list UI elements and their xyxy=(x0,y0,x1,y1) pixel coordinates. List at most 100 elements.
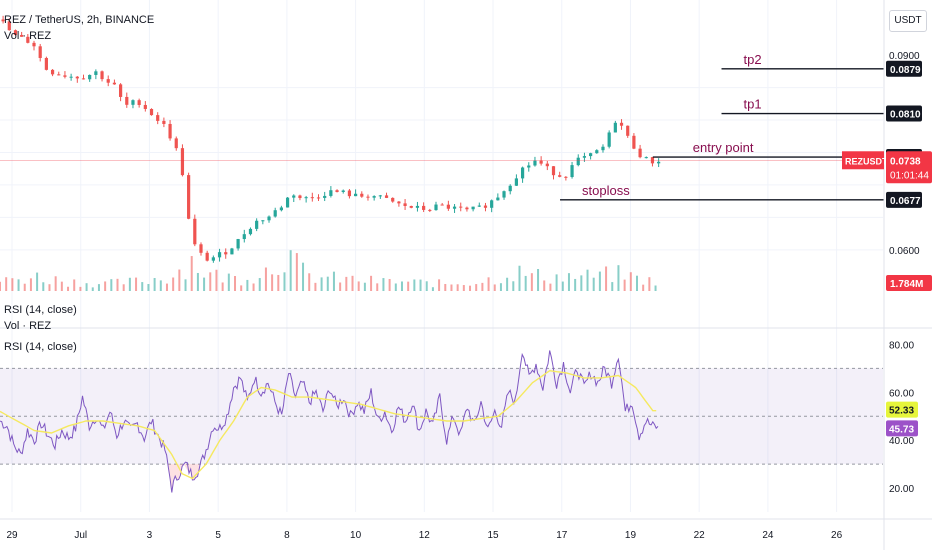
volume-bar xyxy=(654,285,657,291)
rsi-ma-value: 52.33 xyxy=(889,406,914,417)
candle-body xyxy=(422,205,426,210)
time-tick-label: 17 xyxy=(556,530,568,541)
candle-body xyxy=(125,96,129,105)
candle-body xyxy=(613,122,617,133)
volume-bar xyxy=(67,286,70,291)
volume-bar xyxy=(567,273,570,291)
volume-bar xyxy=(36,272,39,291)
currency-selector-button[interactable]: USDT xyxy=(889,10,927,32)
volume-bar xyxy=(48,284,51,291)
candle-body xyxy=(589,153,593,157)
candle-body xyxy=(211,257,215,261)
rsi-indicator-label[interactable]: RSI (14, close) xyxy=(4,304,77,316)
trade-levels: tp2 tp1 entry point stoploss xyxy=(0,52,884,201)
candle-body xyxy=(199,244,203,253)
volume-bar xyxy=(289,250,292,291)
symbol-price-tag xyxy=(842,151,884,170)
candle-body xyxy=(384,195,389,198)
volume-bar xyxy=(258,278,261,291)
volume-bar xyxy=(85,283,88,291)
candle-body xyxy=(292,195,296,198)
volume-bar xyxy=(116,278,119,291)
volume-bar xyxy=(543,280,546,291)
volume-bar xyxy=(623,279,626,291)
volume-bar xyxy=(481,282,484,291)
candle-body xyxy=(527,165,531,168)
volume-bar xyxy=(320,277,323,291)
rsi-oversold-fill xyxy=(168,464,200,493)
candle-body xyxy=(490,200,494,208)
candle-body xyxy=(520,167,525,179)
candle-body xyxy=(471,206,475,210)
rsi-band-background xyxy=(0,368,883,465)
volume-bar xyxy=(42,282,45,291)
volume-bar xyxy=(345,276,348,291)
rsi-value: 45.73 xyxy=(889,424,914,435)
candle-body xyxy=(100,71,104,80)
volume-bar xyxy=(264,267,267,291)
volume-bar xyxy=(561,281,564,291)
volume-bar xyxy=(629,272,632,291)
candle-body xyxy=(391,197,395,202)
candle-body xyxy=(267,216,271,221)
volume-bar xyxy=(196,272,199,291)
candle-body xyxy=(187,175,191,219)
candle-body xyxy=(149,108,154,116)
candle-body xyxy=(595,150,599,154)
time-tick-label: 10 xyxy=(350,530,362,541)
volume-tag xyxy=(886,275,932,291)
candle-body xyxy=(50,69,55,75)
rsi-pane-label[interactable]: RSI (14, close) xyxy=(4,341,77,353)
volume-bar xyxy=(617,265,620,291)
time-tick-label: 3 xyxy=(147,530,153,541)
candle-body xyxy=(242,234,246,240)
volume-bar xyxy=(549,283,552,291)
candle-body xyxy=(397,201,401,204)
candle-body xyxy=(607,132,611,147)
volume-bar xyxy=(326,276,329,291)
candle-body xyxy=(465,207,469,210)
volume-bar xyxy=(339,282,342,291)
volume-bar xyxy=(203,277,206,291)
volume-bar xyxy=(122,284,125,291)
candle-body xyxy=(582,156,587,158)
level-price-tag xyxy=(886,60,922,77)
volume-bar xyxy=(580,275,583,291)
candle-body xyxy=(285,197,290,208)
volume-bar xyxy=(29,278,32,291)
candle-body xyxy=(360,193,364,197)
candle-body xyxy=(20,34,24,37)
volume-bar xyxy=(308,273,311,291)
volume-bar xyxy=(240,285,243,291)
volume-bar xyxy=(456,284,459,291)
candle-body xyxy=(564,176,568,178)
candle-body xyxy=(558,175,562,177)
candle-body xyxy=(63,75,67,77)
candle-body xyxy=(323,195,327,198)
volume-bar xyxy=(506,277,509,291)
candle-body xyxy=(619,122,624,126)
volume-bar xyxy=(469,285,472,291)
candle-body xyxy=(118,84,123,97)
volume-bar xyxy=(425,281,428,291)
volume-bar xyxy=(605,266,608,291)
volume-bar xyxy=(400,281,403,291)
time-tick-label: 15 xyxy=(487,530,499,541)
volume-indicator-label-duplicate[interactable]: Vol · REZ xyxy=(4,320,52,329)
volume-bar xyxy=(215,269,218,291)
candle-body xyxy=(168,123,172,139)
volume-bar xyxy=(227,273,230,291)
rsi-tick-label: 60.00 xyxy=(889,388,914,399)
volume-indicator-label[interactable]: Vol · REZ xyxy=(4,30,52,42)
candle-body xyxy=(329,190,333,196)
volume-bar xyxy=(172,277,175,291)
rsi-tick-label: 20.00 xyxy=(889,484,914,495)
level-label: tp1 xyxy=(744,97,762,112)
volume-bar xyxy=(277,274,280,291)
volume-bar xyxy=(642,284,645,291)
candle-body xyxy=(279,207,283,211)
level-price-tag xyxy=(886,191,922,208)
candle-body xyxy=(440,204,444,206)
volume-bar xyxy=(555,274,558,291)
